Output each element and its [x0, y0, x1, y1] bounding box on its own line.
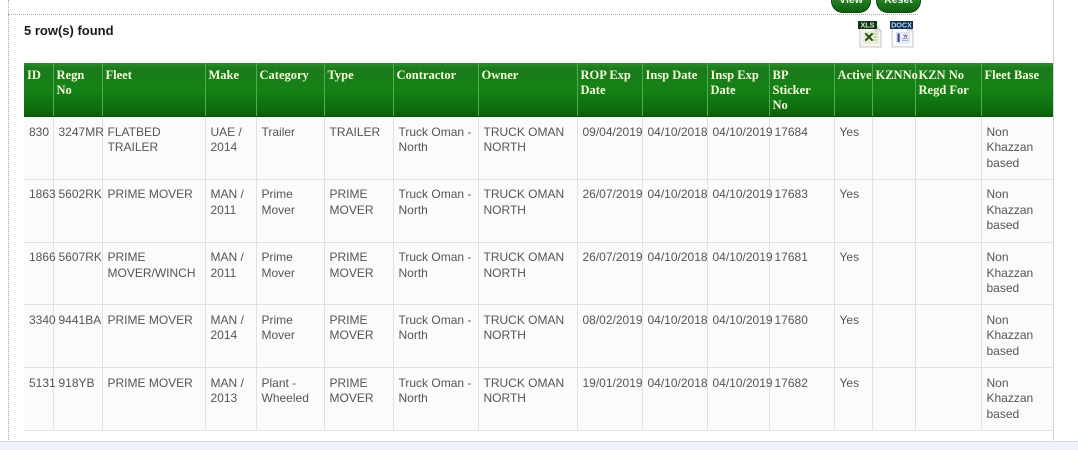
- svg-text:XLS: XLS: [861, 21, 875, 30]
- svg-text:DOCX: DOCX: [891, 21, 912, 30]
